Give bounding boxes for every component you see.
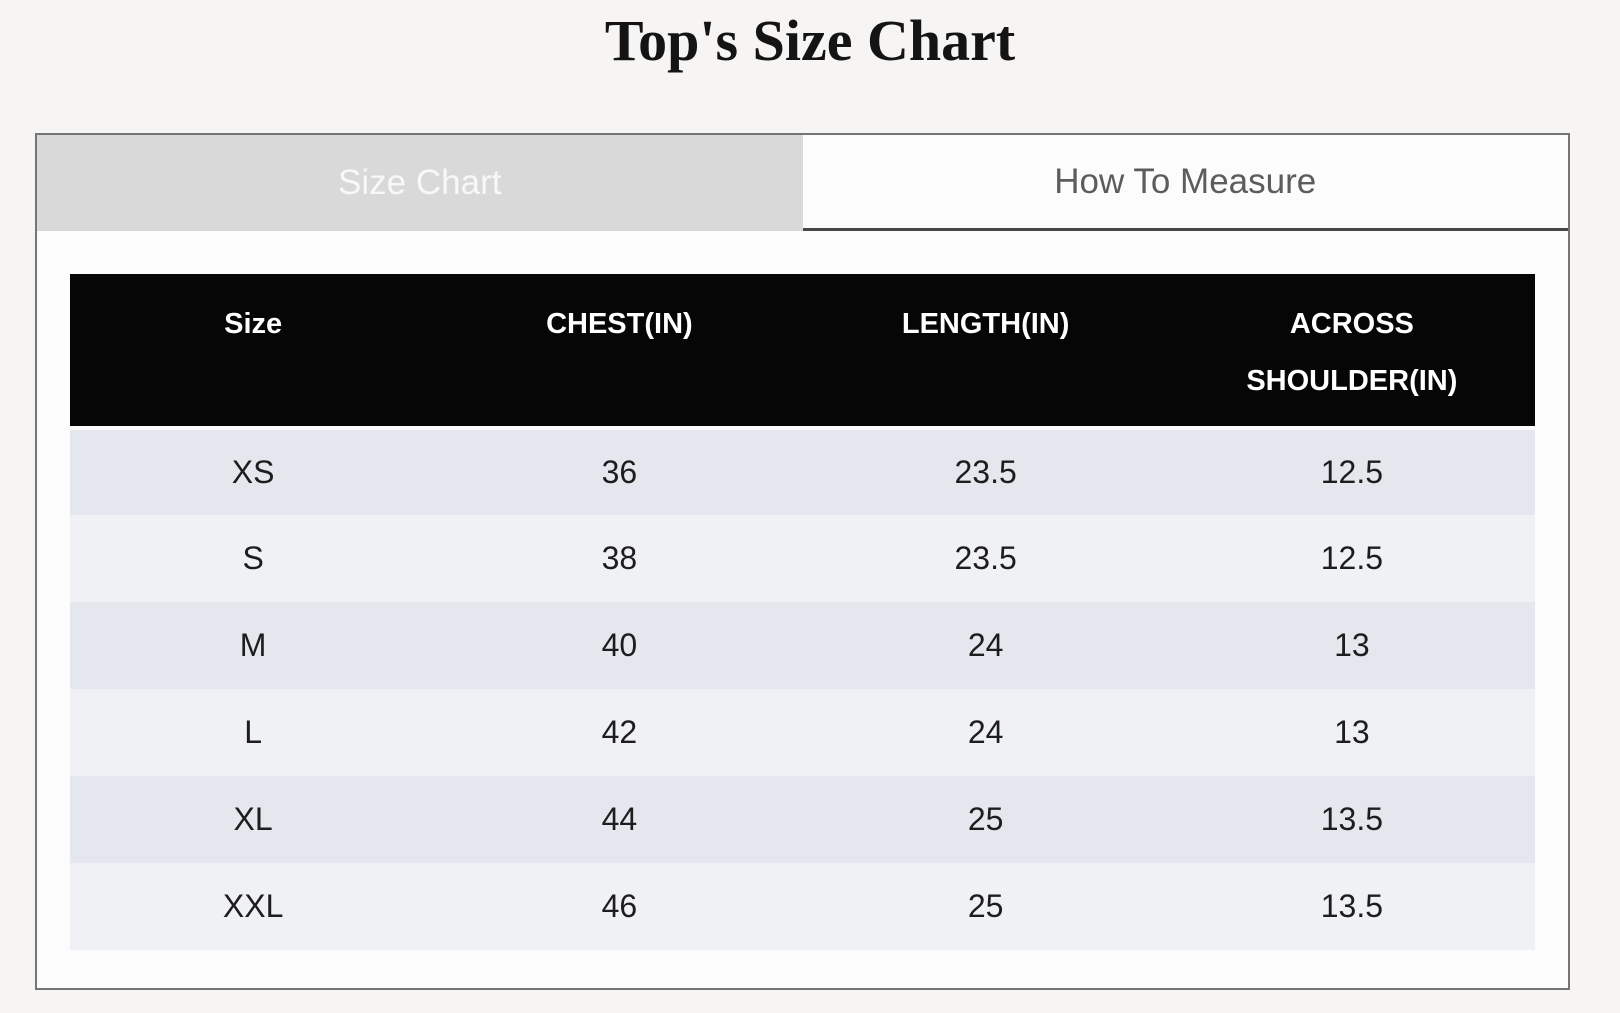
column-header-shoulder: ACROSS SHOULDER(IN): [1168, 274, 1535, 430]
cell-chest: 44: [601, 801, 638, 837]
cell-shoulder: 13.5: [1320, 888, 1384, 924]
page: Top's Size Chart Size Chart How To Measu…: [0, 0, 1620, 990]
cell-chest: 40: [601, 627, 638, 663]
cell-size: XL: [233, 801, 273, 837]
cell-length: 25: [967, 888, 1004, 924]
tab-size-chart[interactable]: Size Chart: [37, 135, 803, 231]
cell-chest: 36: [601, 454, 638, 490]
tab-how-to-measure[interactable]: How To Measure: [802, 135, 1568, 231]
header-row: Size CHEST(IN) LENGTH(IN) ACROSS SHOULDE…: [70, 274, 1535, 430]
table-row: L 42 24 13: [70, 689, 1535, 776]
cell-shoulder: 13.5: [1320, 801, 1384, 837]
page-title: Top's Size Chart: [604, 8, 1016, 73]
table-row: XS 36 23.5 12.5: [70, 428, 1535, 515]
cell-size: L: [244, 714, 263, 750]
cell-size: XS: [231, 454, 275, 490]
cell-length: 24: [967, 627, 1004, 663]
size-chart-panel: Size Chart How To Measure Size CHEST(IN)…: [35, 133, 1570, 990]
tab-bar: Size Chart How To Measure: [37, 135, 1568, 231]
cell-length: 23.5: [954, 540, 1017, 576]
cell-chest: 42: [601, 714, 638, 750]
cell-chest: 38: [601, 540, 638, 576]
table-row: XXL 46 25 13.5: [70, 863, 1535, 950]
table-row: S 38 23.5 12.5: [70, 515, 1535, 602]
cell-length: 23.5: [954, 454, 1017, 490]
size-table: Size CHEST(IN) LENGTH(IN) ACROSS SHOULDE…: [70, 274, 1535, 950]
cell-chest: 46: [601, 888, 638, 924]
cell-size: XXL: [222, 888, 284, 924]
cell-length: 24: [967, 714, 1004, 750]
cell-size: S: [242, 540, 264, 576]
table-row: XL 44 25 13.5: [70, 776, 1535, 863]
cell-length: 25: [967, 801, 1004, 837]
table-row: M 40 24 13: [70, 602, 1535, 689]
column-header-chest: CHEST(IN): [436, 274, 803, 430]
cell-shoulder: 13: [1334, 627, 1370, 663]
column-header-size: Size: [70, 274, 437, 430]
panel-body: Size CHEST(IN) LENGTH(IN) ACROSS SHOULDE…: [37, 231, 1568, 950]
cell-size: M: [239, 627, 267, 663]
column-header-length: LENGTH(IN): [802, 274, 1169, 430]
cell-shoulder: 12.5: [1320, 454, 1384, 490]
cell-shoulder: 13: [1334, 714, 1370, 750]
cell-shoulder: 12.5: [1320, 540, 1384, 576]
